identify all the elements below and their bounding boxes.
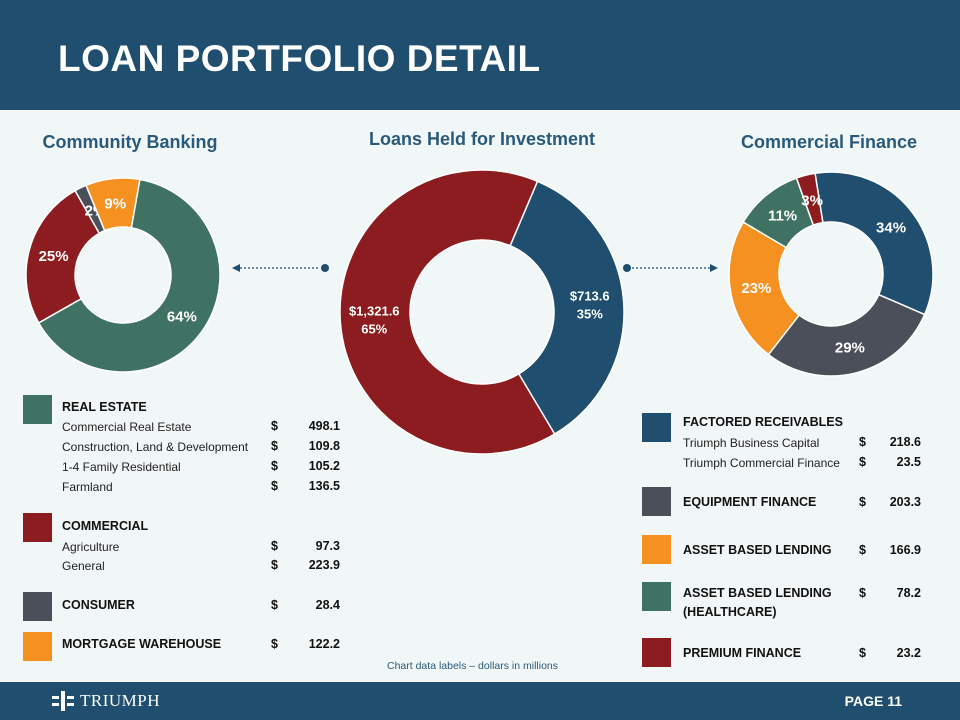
legend-swatch-commercial	[23, 513, 52, 542]
legend-head-abl-healthcare: ASSET BASED LENDING	[683, 586, 832, 600]
legend-item-value: 23.5	[896, 455, 921, 469]
logo-text: TRIUMPH	[80, 691, 161, 710]
slice-label: 34%	[876, 219, 906, 236]
legend-head-equipment-finance: EQUIPMENT FINANCE	[683, 495, 817, 509]
legend-head-premium-finance: PREMIUM FINANCE	[683, 646, 802, 660]
slice-label: 29%	[835, 340, 865, 357]
legend-swatch-mortgage-warehouse	[23, 632, 52, 661]
legend-item-value: 498.1	[308, 419, 340, 433]
legend-item-currency: $	[859, 543, 866, 557]
legend-item-value: 136.5	[308, 479, 340, 493]
slice-label: $1,321.6 65%	[349, 303, 400, 336]
legend-item-label: Farmland	[62, 480, 113, 494]
legend-head-factored-receivables: FACTORED RECEIVABLES	[683, 415, 843, 429]
legend-item-label: Commercial Real Estate	[62, 420, 192, 434]
legend-item-value: 122.2	[308, 637, 340, 651]
legend-head-commercial: COMMERCIAL	[62, 519, 149, 533]
slice-label: 11%	[768, 207, 797, 224]
header-bar: LOAN PORTFOLIO DETAIL	[0, 0, 960, 110]
slice-label: 23%	[741, 280, 771, 297]
legend-swatch-real-estate	[23, 395, 52, 424]
legend-item-label: Construction, Land & Development	[62, 440, 249, 454]
legend-item-label: Agriculture	[62, 540, 120, 554]
legend-swatch-factored-receivables	[642, 413, 671, 442]
chart-title-commercial-finance: Commercial Finance	[740, 132, 918, 152]
triumph-logo: TRIUMPH	[52, 691, 160, 711]
donut-slice-real-estate	[37, 178, 221, 373]
donut-slice-mortgage-warehouse	[85, 177, 141, 232]
slice-label: 3%	[801, 192, 823, 209]
triumph-logo-icon	[52, 691, 74, 711]
legend-item-currency: $	[859, 586, 866, 600]
legend-swatch-consumer	[23, 592, 52, 621]
legend-head-abl-healthcare-sub: (HEALTHCARE)	[683, 605, 777, 619]
legend-item-value: 28.4	[315, 598, 340, 612]
legend-item-value: 23.2	[896, 646, 921, 660]
legend-head-consumer: CONSUMER	[62, 598, 135, 612]
legend-item-value: 203.3	[889, 495, 921, 509]
legend-item-currency: $	[859, 495, 866, 509]
legend-item-currency: $	[271, 637, 278, 651]
legend-item-currency: $	[271, 479, 278, 493]
donut-slice-community-banking	[339, 169, 556, 455]
legend-item-label: Triumph Business Capital	[683, 436, 820, 450]
legend-item-currency: $	[271, 558, 278, 572]
legend-item-value: 218.6	[889, 435, 921, 449]
page-number: PAGE 11	[844, 693, 902, 709]
legend-item-currency: $	[271, 459, 278, 473]
legend-item-currency: $	[859, 435, 866, 449]
left-connector-arrow	[232, 264, 329, 272]
donut-slice-asset-based-lending	[728, 221, 801, 356]
legend-item-value: 105.2	[308, 459, 340, 473]
slice-label: $713.6 35%	[570, 289, 610, 322]
legend-swatch-abl-healthcare	[642, 582, 671, 611]
donut-slice-commercial	[25, 189, 101, 324]
legend-item-currency: $	[271, 419, 278, 433]
legend-swatch-asset-based-lending	[642, 535, 671, 564]
legend-item-value: 223.9	[308, 558, 340, 572]
legend-item-currency: $	[859, 646, 866, 660]
legend-item-value: 166.9	[889, 543, 921, 557]
legend-item-currency: $	[271, 439, 278, 453]
legend-item-label: 1-4 Family Residential	[62, 460, 181, 474]
legend-swatch-equipment-finance	[642, 487, 671, 516]
donut-slice-equipment-finance	[767, 293, 926, 377]
donut-slice-factored-receivables	[814, 171, 934, 316]
chart-title-community-banking: Community Banking	[42, 132, 218, 152]
legend-item-label: General	[62, 559, 105, 573]
slice-label: 9%	[104, 195, 126, 212]
legend-item-value: 109.8	[308, 439, 340, 453]
legend-item-label: Triumph Commercial Finance	[683, 456, 840, 470]
legend-item-currency: $	[271, 598, 278, 612]
donut-slice-premium-finance	[795, 172, 824, 227]
footer-bar: TRIUMPH PAGE 11	[0, 682, 960, 720]
right-connector-arrow	[623, 264, 718, 272]
legend-item-value: 97.3	[315, 539, 340, 553]
legend-item-value: 78.2	[896, 586, 921, 600]
legend-item-currency: $	[859, 455, 866, 469]
chart-units-note: Chart data labels – dollars in millions	[387, 660, 558, 672]
legend-item-currency: $	[271, 539, 278, 553]
legend-head-mortgage-warehouse: MORTGAGE WAREHOUSE	[62, 637, 222, 651]
donut-slice-commercial-finance	[509, 180, 625, 436]
slice-label: 64%	[167, 309, 197, 326]
slice-label: 25%	[39, 248, 69, 265]
page-title: LOAN PORTFOLIO DETAIL	[58, 38, 541, 79]
legend-head-real-estate: REAL ESTATE	[62, 400, 147, 414]
legend-head-asset-based-lending: ASSET BASED LENDING	[683, 543, 832, 557]
chart-title-loans-held: Loans Held for Investment	[368, 129, 596, 149]
legend-swatch-premium-finance	[642, 638, 671, 667]
